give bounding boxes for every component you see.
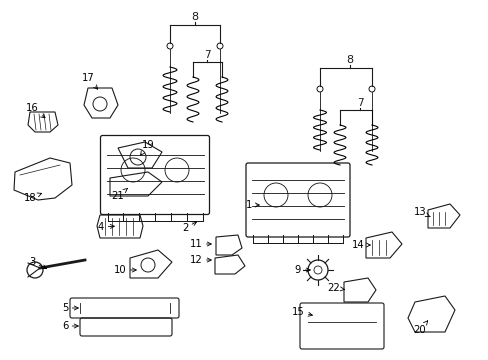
Text: 8: 8	[346, 55, 353, 65]
Text: 22: 22	[327, 283, 344, 293]
Circle shape	[167, 43, 173, 49]
Text: 8: 8	[191, 12, 198, 22]
Circle shape	[217, 43, 223, 49]
Text: 3: 3	[29, 257, 46, 269]
Text: 7: 7	[356, 98, 363, 108]
Text: 1: 1	[245, 200, 259, 210]
Text: 17: 17	[81, 73, 98, 89]
Text: 6: 6	[61, 321, 78, 331]
Text: 16: 16	[25, 103, 45, 118]
Text: 7: 7	[203, 50, 210, 60]
Circle shape	[368, 86, 374, 92]
Text: 11: 11	[189, 239, 211, 249]
Text: 19: 19	[140, 140, 154, 155]
Text: 13: 13	[413, 207, 429, 217]
Text: 10: 10	[113, 265, 136, 275]
Text: 4: 4	[98, 222, 114, 232]
Text: 20: 20	[413, 321, 427, 335]
Text: 2: 2	[182, 222, 196, 233]
Circle shape	[316, 86, 323, 92]
Text: 21: 21	[111, 189, 127, 201]
Text: 18: 18	[23, 193, 41, 203]
Text: 9: 9	[294, 265, 310, 275]
Text: 14: 14	[351, 240, 369, 250]
Text: 12: 12	[189, 255, 211, 265]
Text: 5: 5	[61, 303, 78, 313]
Text: 15: 15	[291, 307, 312, 317]
